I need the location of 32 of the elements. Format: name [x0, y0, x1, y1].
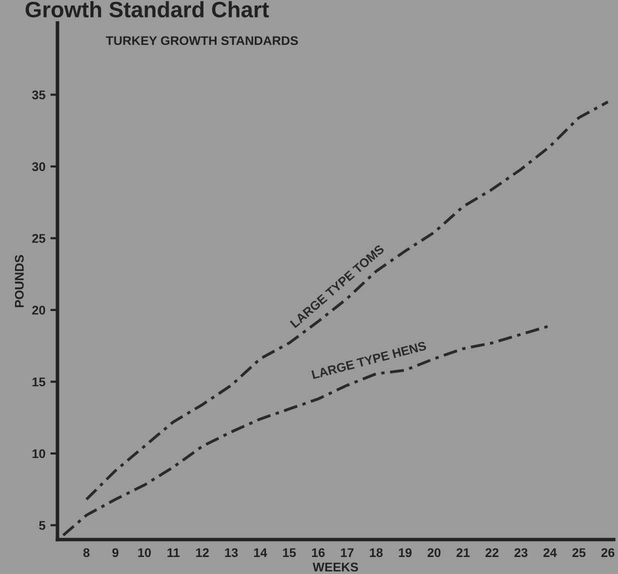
x-tick-label: 17 — [340, 548, 354, 557]
x-tick-label: 11 — [168, 548, 180, 557]
x-tick-label: 26 — [601, 548, 614, 558]
chart-title: Growth Standard Chart — [26, 1, 269, 18]
x-tick-label: 23 — [514, 548, 528, 558]
y-tick-label: 25 — [32, 234, 46, 243]
y-tick-label: 20 — [32, 306, 46, 315]
y-tick-label: 35 — [32, 90, 46, 100]
x-tick-label: 12 — [196, 548, 209, 557]
y-tick-label: 5 — [39, 521, 46, 530]
x-tick-label: 22 — [485, 548, 498, 557]
x-tick-label: 15 — [283, 548, 296, 558]
y-axis-title: POUNDS — [14, 255, 24, 308]
x-tick-label: 9 — [112, 548, 118, 558]
y-tick-label: 15 — [32, 378, 46, 386]
x-tick-label: 21 — [456, 548, 470, 557]
x-tick-label: 13 — [225, 548, 238, 558]
x-tick-label: 16 — [312, 548, 325, 558]
x-tick-label: 20 — [428, 548, 441, 558]
x-tick-label: 24 — [543, 548, 557, 557]
y-tick-label: 10 — [32, 449, 46, 458]
x-tick-label: 25 — [572, 548, 586, 558]
x-tick-label: 19 — [398, 548, 412, 558]
text: LARGE TYPE HENS — [311, 341, 427, 380]
x-tick-label: 10 — [138, 548, 151, 558]
x-tick-label: 8 — [83, 548, 90, 558]
x-tick-label: 14 — [254, 548, 268, 557]
x-axis-title: WEEKS — [312, 562, 358, 572]
y-tick-label: 30 — [32, 162, 46, 172]
x-tick-label: 18 — [370, 548, 383, 558]
text: TURKEY GROWTH STANDARDS — [106, 36, 298, 46]
line-series — [85, 100, 610, 501]
